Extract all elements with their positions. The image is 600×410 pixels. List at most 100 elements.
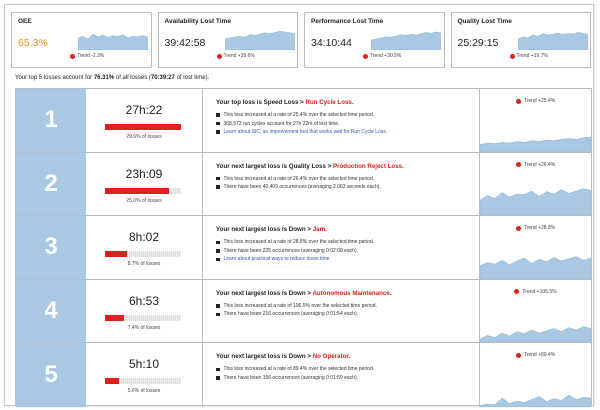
loss-headline-name[interactable]: Production Reject Loss.	[332, 162, 404, 170]
kpi-trend: Trend -2.3%	[70, 53, 104, 59]
loss-time-cell: 6h:53 7.4% of losses	[86, 279, 203, 343]
loss-trend-sparkline	[480, 136, 591, 152]
loss-trend-label: Trend +89.4%	[523, 352, 556, 359]
loss-rank: 2	[16, 152, 86, 216]
loss-row[interactable]: 2 23h:09 25.0% of losses Your next large…	[16, 152, 591, 217]
loss-time: 27h:22	[125, 103, 163, 117]
loss-share-bar	[105, 124, 181, 130]
loss-row[interactable]: 1 27h:22 29.6% of losses Your top loss i…	[16, 89, 591, 153]
kpi-card-availability[interactable]: Availability Lost Time 39:42:58 Trend +3…	[157, 12, 298, 68]
loss-trend: Trend +89.4%	[480, 352, 591, 358]
loss-time-cell: 5h:10 5.6% of losses	[86, 343, 203, 407]
trend-dot-icon	[515, 98, 521, 104]
loss-bullet-text: 368,573 run cycles account for 27h 22m o…	[223, 120, 340, 127]
loss-trend-cell: Trend +89.4%	[480, 343, 591, 407]
loss-bullet-text: There have been 225 occurrences (averagi…	[223, 247, 359, 254]
loss-headline-name[interactable]: Autonomous Maintenance.	[312, 289, 392, 297]
loss-percent-label: 7.4% of losses	[127, 324, 161, 331]
loss-rank: 5	[16, 343, 86, 407]
loss-percent-label: 8.7% of losses	[127, 261, 161, 268]
loss-share-bar-fill	[105, 187, 169, 194]
kpi-card-quality[interactable]: Quality Lost Time 25:29:15 Trend +19.7%	[450, 12, 591, 68]
loss-bullet-text: This loss increased at a rate of 26.4% o…	[223, 175, 375, 182]
loss-headline-prefix: Your next largest loss is Down >	[216, 353, 313, 361]
loss-time: 8h:02	[128, 230, 160, 245]
kpi-trend: Trend +19.7%	[509, 53, 548, 59]
loss-trend-sparkline	[480, 326, 591, 343]
loss-bullet: There have been 156 occurrences (averagi…	[216, 374, 467, 383]
trend-dot-icon	[363, 53, 368, 59]
loss-time: 23h:09	[125, 166, 163, 181]
loss-headline-prefix: Your next largest loss is Quality Loss >	[216, 162, 333, 170]
loss-time-cell: 27h:22 29.6% of losses	[86, 89, 203, 152]
loss-trend-cell: Trend +106.5%	[480, 280, 591, 343]
kpi-trend: Trend +30.5%	[363, 53, 401, 59]
losses-summary: Your top 5 losses account for 76.31% of …	[15, 75, 209, 81]
trend-dot-icon	[515, 225, 521, 231]
loss-bullet-text: This loss increased at a rate of 89.4% o…	[223, 366, 375, 373]
loss-row[interactable]: 4 6h:53 7.4% of losses Your next largest…	[16, 279, 591, 344]
loss-bullet: This loss increased at a rate of 89.4% o…	[216, 365, 467, 374]
loss-share-bar-fill	[105, 314, 124, 321]
loss-trend-label: Trend +28.8%	[523, 225, 556, 232]
loss-row[interactable]: 5 5h:10 5.6% of losses Your next largest…	[16, 343, 591, 407]
loss-share-bar	[105, 251, 181, 258]
kpi-sparkline	[78, 33, 148, 50]
loss-headline-name[interactable]: No Operator.	[312, 353, 351, 361]
learn-more-link[interactable]: Learn about SIC, an improvement tool tha…	[216, 128, 467, 137]
loss-headline-prefix: Your next largest loss is Down >	[216, 289, 313, 297]
loss-row[interactable]: 3 8h:02 8.7% of losses Your next largest…	[16, 216, 591, 280]
learn-more-link-text[interactable]: Learn about SIC, an improvement tool tha…	[223, 129, 388, 135]
loss-description: Your next largest loss is Down > No Oper…	[203, 343, 480, 407]
loss-bullet: 368,573 run cycles account for 27h 22m o…	[216, 120, 467, 129]
trend-dot-icon	[70, 53, 75, 59]
loss-share-bar-fill	[105, 378, 120, 385]
loss-headline-prefix: Your top loss is Speed Loss >	[216, 99, 306, 106]
loss-percent-label: 5.6% of losses	[127, 388, 161, 395]
sparkline-area	[480, 394, 591, 407]
loss-time: 5h:10	[128, 357, 160, 372]
loss-trend-cell: Trend +25.4%	[480, 89, 591, 152]
loss-time: 6h:53	[128, 293, 160, 308]
trend-dot-icon	[216, 53, 222, 59]
summary-prefix: Your top 5 losses account for	[15, 75, 94, 81]
kpi-value: 65.3%	[18, 37, 48, 49]
kpi-sparkline	[371, 31, 441, 50]
bullet-square-icon	[216, 304, 220, 308]
loss-headline-name[interactable]: Run Cycle Loss.	[305, 99, 354, 106]
loss-headline: Your next largest loss is Quality Loss >…	[216, 163, 467, 170]
loss-trend-sparkline	[480, 256, 591, 279]
loss-headline: Your top loss is Speed Loss > Run Cycle …	[216, 99, 467, 106]
loss-bullet-text: There have been 156 occurrences (averagi…	[223, 374, 359, 381]
kpi-title: Performance Lost Time	[311, 18, 384, 25]
kpi-title: OEE	[18, 18, 32, 25]
kpi-sparkline	[224, 31, 295, 50]
loss-share-bar	[105, 314, 181, 321]
loss-trend-cell: Trend +28.8%	[480, 216, 591, 279]
kpi-value: 25:29:15	[457, 37, 499, 49]
loss-headline-name[interactable]: Jam.	[312, 226, 327, 234]
loss-headline-prefix: Your next largest loss is Down >	[216, 226, 313, 234]
loss-rank: 1	[16, 89, 86, 152]
learn-more-link[interactable]: Learn about practical ways to reduce dow…	[216, 255, 467, 264]
bullet-square-icon	[216, 176, 220, 181]
learn-more-link-text[interactable]: Learn about practical ways to reduce dow…	[223, 256, 330, 263]
loss-bullet-text: This loss increased at a rate of 25.4% o…	[223, 112, 375, 118]
loss-trend-sparkline	[480, 188, 591, 216]
loss-trend: Trend +28.8%	[480, 225, 591, 231]
kpi-card-oee[interactable]: OEE 65.3% Trend -2.3%	[11, 12, 152, 68]
loss-trend: Trend +26.4%	[480, 162, 591, 168]
loss-trend-cell: Trend +26.4%	[480, 153, 591, 216]
kpi-title: Quality Lost Time	[457, 18, 512, 25]
loss-rank: 3	[16, 216, 86, 279]
loss-description: Your next largest loss is Down > Jam. Th…	[203, 216, 480, 279]
loss-trend-label: Trend +25.4%	[523, 98, 556, 104]
trend-dot-icon	[515, 352, 521, 358]
kpi-trend-label: Trend -2.3%	[77, 53, 105, 59]
sparkline-area	[480, 326, 591, 343]
sparkline-area	[480, 256, 591, 279]
sparkline-area	[371, 31, 441, 50]
loss-description: Your top loss is Speed Loss > Run Cycle …	[203, 89, 480, 152]
kpi-card-performance[interactable]: Performance Lost Time 34:10:44 Trend +30…	[304, 12, 445, 68]
sparkline-area	[480, 188, 591, 216]
